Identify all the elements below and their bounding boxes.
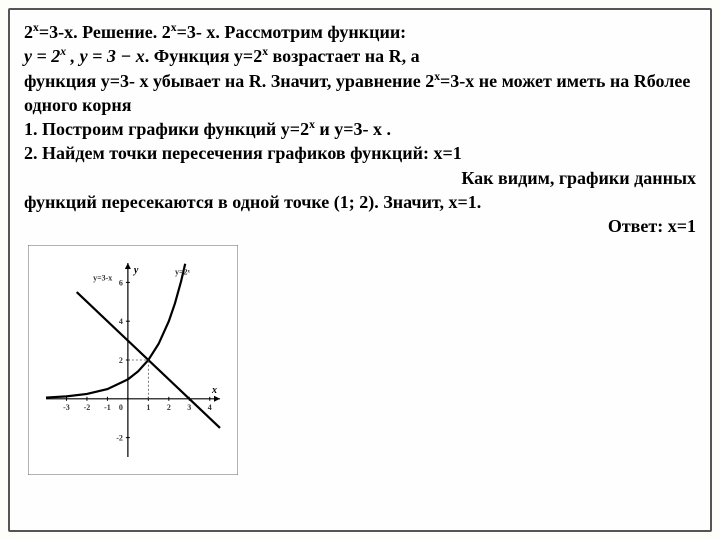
text: возрастает на R, а <box>268 46 420 66</box>
text: и y=3- x . <box>315 119 391 139</box>
paragraph: Как видим, графики данных <box>24 166 696 190</box>
text: 2. Найдем точки пересечения графиков фун… <box>24 143 462 163</box>
svg-text:x: x <box>211 384 217 395</box>
text: функций пересекаются в одной точке (1; 2… <box>24 192 481 212</box>
paragraph: функция y=3- x убывает на R. Значит, ура… <box>24 69 696 118</box>
text: Ответ: x=1 <box>608 216 696 236</box>
text: . Функция y=2 <box>145 46 262 66</box>
svg-text:2: 2 <box>167 402 171 411</box>
paragraph: y = 2x , y = 3 − x. Функция y=2x возраст… <box>24 44 696 68</box>
text: Как видим, графики данных <box>461 168 696 188</box>
svg-text:-2: -2 <box>84 402 91 411</box>
svg-text:y: y <box>133 265 139 276</box>
text: функция y=3- x убывает на R. Значит, ура… <box>24 71 434 91</box>
svg-text:-1: -1 <box>104 402 111 411</box>
svg-text:1: 1 <box>146 402 150 411</box>
svg-text:3: 3 <box>187 402 191 411</box>
svg-text:0: 0 <box>119 402 123 411</box>
text: =3-x. Решение. 2 <box>39 22 171 42</box>
paragraph: 1. Построим графики функций y=2x и y=3- … <box>24 117 696 141</box>
svg-text:y=3-x: y=3-x <box>93 273 112 282</box>
formula: y = 2x , y = 3 − x <box>24 46 145 66</box>
paragraph: функций пересекаются в одной точке (1; 2… <box>24 190 696 214</box>
function-graph: -3 -2 -1 1 2 3 4 -2 2 4 6 0 y x y=3-x y=2ˣ <box>28 245 238 475</box>
text: 2 <box>24 22 33 42</box>
graph-container: -3 -2 -1 1 2 3 4 -2 2 4 6 0 y x y=3-x y=2ˣ <box>28 245 696 481</box>
svg-text:6: 6 <box>119 278 123 287</box>
paragraph: Ответ: x=1 <box>24 214 696 238</box>
text: 1. Построим графики функций y=2 <box>24 119 309 139</box>
paragraph: 2. Найдем точки пересечения графиков фун… <box>24 141 696 165</box>
text: =3- x. Рассмотрим функции: <box>177 22 407 42</box>
svg-text:4: 4 <box>208 402 212 411</box>
paragraph: 2x=3-x. Решение. 2x=3- x. Рассмотрим фун… <box>24 20 696 44</box>
svg-text:-2: -2 <box>116 433 123 442</box>
svg-text:4: 4 <box>119 317 123 326</box>
svg-text:-3: -3 <box>63 402 70 411</box>
svg-text:y=2ˣ: y=2ˣ <box>175 267 191 276</box>
svg-text:2: 2 <box>119 356 123 365</box>
